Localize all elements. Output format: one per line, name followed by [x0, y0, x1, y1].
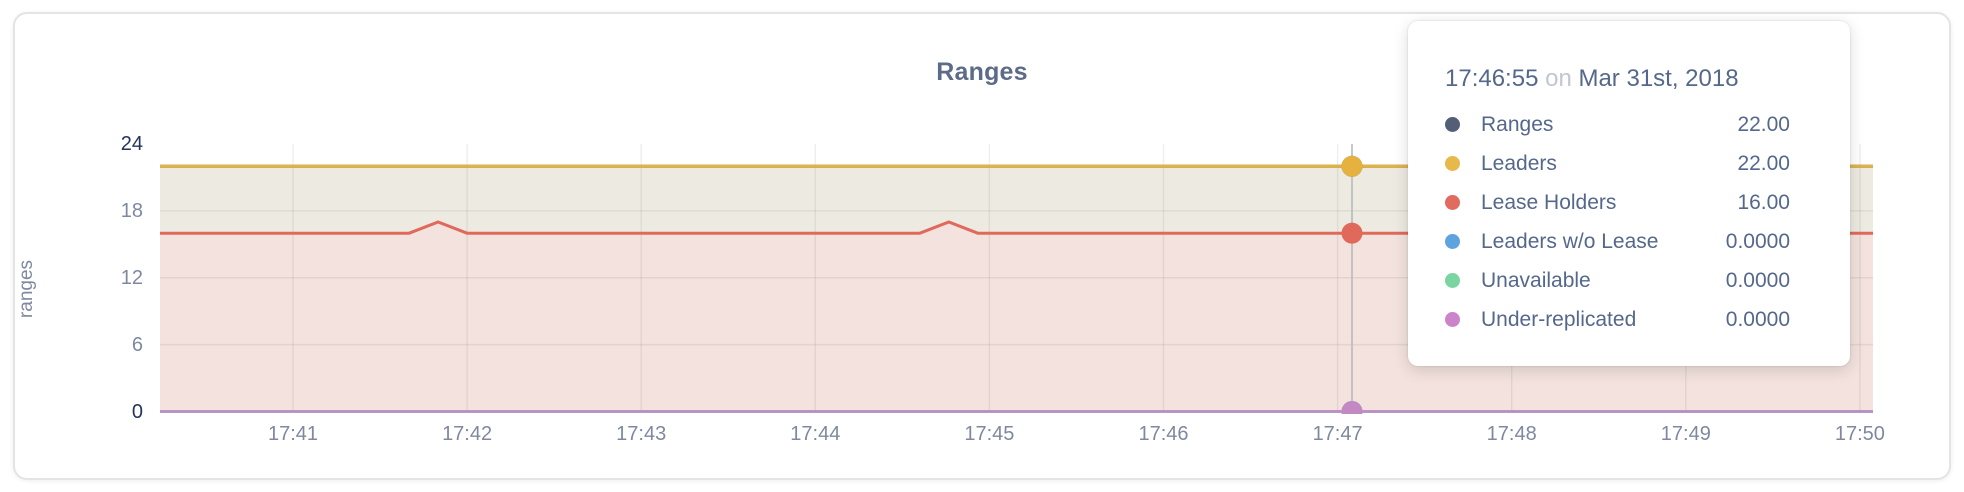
x-tick-17:44: 17:44	[790, 423, 841, 445]
hover-dot-leaders	[1341, 155, 1363, 177]
x-tick-17:41: 17:41	[267, 423, 319, 445]
y-tick-12: 12	[120, 266, 143, 289]
tooltip-row: Leaders 22.00	[1445, 144, 1790, 183]
series-dot-leaders	[1445, 156, 1460, 171]
hover-dot-lease-holders	[1341, 222, 1363, 244]
tooltip-row: Leaders w/o Lease 0.0000	[1445, 222, 1790, 261]
tooltip-row: Under-replicated 0.0000	[1445, 300, 1790, 339]
x-tick-17:49: 17:49	[1660, 423, 1711, 445]
x-tick-17:46: 17:46	[1138, 423, 1189, 445]
series-label: Ranges	[1481, 112, 1554, 136]
tooltip-row: Unavailable 0.0000	[1445, 261, 1790, 300]
tooltip-connector: on	[1545, 65, 1572, 92]
tooltip-row: Ranges 22.00	[1445, 105, 1790, 144]
series-dot-leaders-wo-lease	[1445, 234, 1460, 249]
hover-dot-under-replicated	[1341, 401, 1363, 414]
series-value: 22.00	[1737, 112, 1790, 136]
series-value: 0.0000	[1725, 268, 1790, 292]
x-tick-17:50: 17:50	[1834, 423, 1885, 445]
series-dot-unavailable	[1445, 273, 1460, 288]
x-tick-17:43: 17:43	[616, 423, 667, 445]
tooltip-header: 17:46:55 on Mar 31st, 2018	[1445, 65, 1790, 93]
x-tick-17:45: 17:45	[964, 423, 1015, 445]
series-label: Leaders w/o Lease	[1481, 229, 1659, 253]
x-tick-17:47: 17:47	[1312, 423, 1363, 445]
tooltip-row: Lease Holders 16.00	[1445, 183, 1790, 222]
series-label: Leaders	[1481, 151, 1557, 175]
y-tick-24: 24	[120, 133, 143, 155]
chart-title: Ranges	[936, 58, 1028, 86]
series-value: 16.00	[1737, 190, 1790, 214]
series-dot-under-replicated	[1445, 312, 1460, 327]
y-tick-6: 6	[131, 333, 143, 356]
y-tick-0: 0	[131, 400, 143, 423]
tooltip-time: 17:46:55	[1445, 65, 1539, 92]
series-value: 0.0000	[1725, 307, 1790, 331]
series-line-lease-holders	[160, 220, 1873, 235]
tooltip-date: Mar 31st, 2018	[1578, 65, 1739, 92]
x-tick-17:48: 17:48	[1486, 423, 1537, 445]
series-label: Under-replicated	[1481, 307, 1637, 331]
tooltip-legend: Ranges 22.00 Leaders 22.00 Lease Holders…	[1445, 105, 1790, 339]
y-tick-18: 18	[120, 199, 143, 222]
series-label: Unavailable	[1481, 268, 1591, 292]
series-dot-lease-holders	[1445, 195, 1460, 210]
series-label: Lease Holders	[1481, 190, 1617, 214]
hover-tooltip: 17:46:55 on Mar 31st, 2018 Ranges 22.00 …	[1408, 21, 1850, 366]
x-tick-17:42: 17:42	[442, 423, 493, 445]
series-value: 22.00	[1737, 151, 1790, 175]
series-dot-ranges	[1445, 117, 1460, 132]
series-value: 0.0000	[1725, 229, 1790, 253]
